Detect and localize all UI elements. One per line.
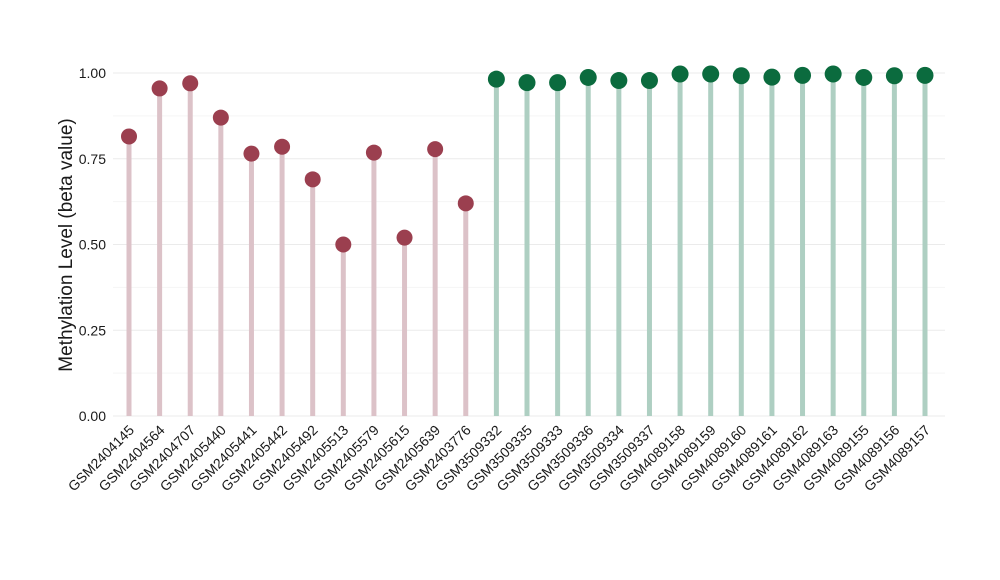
lollipop-point (549, 74, 567, 92)
lollipop-point (121, 128, 137, 145)
lollipop-point (732, 67, 750, 85)
lollipop-point (487, 70, 505, 88)
lollipop-point (794, 66, 812, 84)
lollipop-point (396, 229, 413, 246)
lollipop-point (824, 65, 842, 83)
lollipop-point (702, 65, 720, 83)
x-axis-ticks: GSM2404145GSM2404564GSM2404707GSM2405440… (65, 422, 934, 495)
y-tick-label: 0.25 (79, 322, 106, 338)
lollipop-point (763, 68, 781, 86)
lollipop-point (243, 145, 260, 162)
lollipop-point (365, 144, 382, 161)
lollipop-point (457, 195, 474, 212)
point-layer (121, 65, 934, 253)
lollipop-point (151, 80, 168, 97)
stem-layer (126, 74, 928, 416)
y-axis-ticks: 0.00 0.25 0.50 0.75 1.00 (79, 65, 106, 424)
y-tick-label: 0.00 (79, 408, 106, 424)
y-tick-label: 1.00 (79, 65, 106, 81)
lollipop-point (916, 66, 934, 84)
lollipop-point (855, 68, 873, 86)
lollipop-point (304, 171, 321, 188)
y-tick-label: 0.75 (79, 151, 106, 167)
lollipop-point (610, 72, 628, 90)
lollipop-point (579, 68, 597, 86)
lollipop-point (182, 75, 199, 92)
lollipop-point (671, 65, 689, 83)
lollipop-point (274, 138, 291, 155)
lollipop-point (212, 109, 229, 126)
lollipop-point (518, 74, 536, 92)
y-tick-label: 0.50 (79, 237, 106, 253)
lollipop-point (640, 72, 658, 90)
lollipop-point (885, 67, 903, 85)
y-axis-label: Methylation Level (beta value) (56, 118, 77, 371)
lollipop-point (335, 236, 352, 253)
lollipop-point (427, 141, 444, 158)
